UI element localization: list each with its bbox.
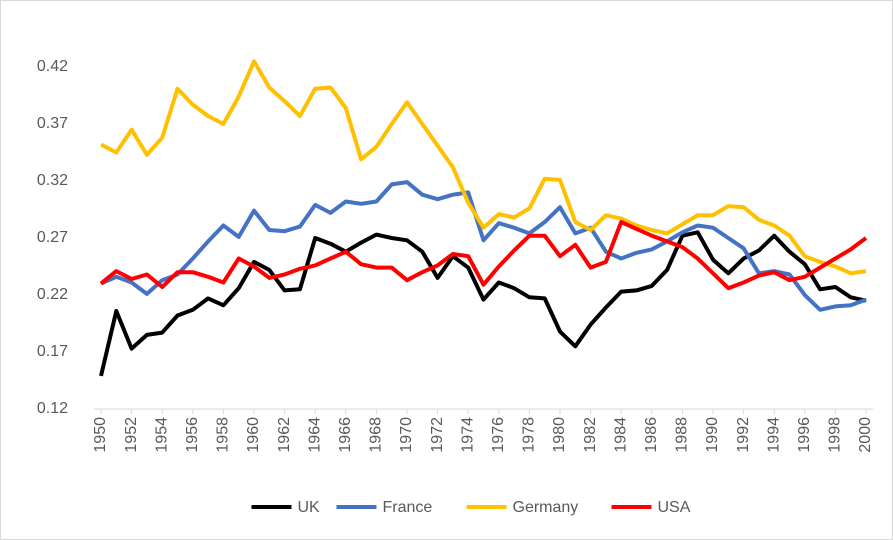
series-line <box>100 180 867 312</box>
x-tick-label: 1982 <box>582 417 599 453</box>
x-tick-label: 1994 <box>765 417 782 453</box>
x-tick-label: 1978 <box>521 417 538 453</box>
legend-label: Germany <box>513 499 579 516</box>
x-tick-label: 1968 <box>368 417 385 453</box>
legend-label: USA <box>658 499 691 516</box>
x-tick-label: 1964 <box>306 417 323 453</box>
x-tick-label: 1966 <box>337 417 354 453</box>
x-tick-label: 2000 <box>857 417 874 453</box>
x-tick-label: 1986 <box>643 417 660 453</box>
y-tick-label: 0.22 <box>37 286 68 303</box>
x-tick-label: 1992 <box>735 417 752 453</box>
y-tick-label: 0.17 <box>37 343 68 360</box>
x-tick-label: 1962 <box>276 417 293 453</box>
series-line <box>99 230 867 377</box>
y-tick-label: 0.42 <box>37 58 68 75</box>
x-tick-label: 1950 <box>92 417 109 453</box>
x-tick-label: 1990 <box>704 417 721 453</box>
x-tick-label: 1984 <box>612 417 629 453</box>
x-tick-label: 1996 <box>796 417 813 453</box>
x-tick-label: 1976 <box>490 417 507 453</box>
x-tick-label: 1954 <box>153 417 170 453</box>
y-tick-label: 0.32 <box>37 172 68 189</box>
y-tick-label: 0.12 <box>37 400 68 417</box>
x-tick-label: 1988 <box>674 417 691 453</box>
x-tick-label: 1956 <box>184 417 201 453</box>
x-tick-label: 1960 <box>245 417 262 453</box>
x-tick-label: 1974 <box>459 417 476 453</box>
x-tick-label: 1970 <box>398 417 415 453</box>
y-tick-label: 0.37 <box>37 115 68 132</box>
legend-label: UK <box>298 499 321 516</box>
x-tick-label: 1998 <box>827 417 844 453</box>
x-tick-label: 1972 <box>429 417 446 453</box>
series-line <box>99 220 868 291</box>
legend-label: France <box>383 499 433 516</box>
y-tick-label: 0.27 <box>37 229 68 246</box>
x-tick-label: 1952 <box>123 417 140 453</box>
x-tick-label: 1958 <box>215 417 232 453</box>
series-line <box>100 59 867 276</box>
x-tick-label: 1980 <box>551 417 568 453</box>
